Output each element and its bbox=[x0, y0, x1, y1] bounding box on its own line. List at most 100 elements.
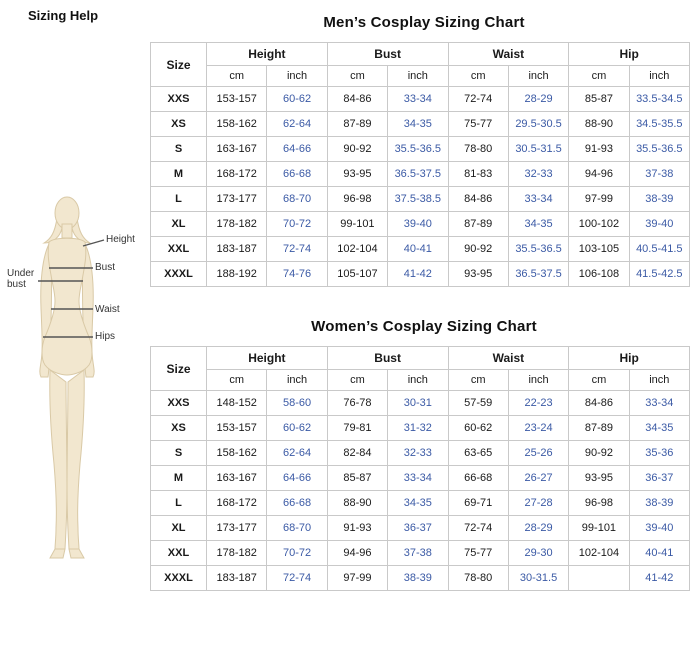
cm-value-cell: 87-89 bbox=[447, 211, 509, 237]
inch-value-cell: 25-26 bbox=[507, 440, 570, 466]
inch-value-cell: 66-68 bbox=[266, 161, 328, 187]
inch-value-cell: 40-41 bbox=[387, 236, 449, 262]
inch-value-cell: 28-29 bbox=[507, 86, 570, 112]
size-cell: XL bbox=[150, 515, 207, 541]
col-subheader-cm: cm bbox=[326, 369, 389, 391]
inch-value-cell: 28-29 bbox=[507, 515, 570, 541]
inch-value-cell: 29.5-30.5 bbox=[507, 111, 570, 137]
inch-value-cell: 34-35 bbox=[387, 111, 449, 137]
size-cell: XXL bbox=[150, 236, 207, 262]
inch-value-cell: 38-39 bbox=[628, 186, 691, 212]
under-bust-label: Under bust bbox=[7, 268, 35, 290]
inch-value-cell: 35-36 bbox=[628, 440, 691, 466]
size-cell: XXL bbox=[150, 540, 207, 566]
height-line bbox=[82, 239, 105, 247]
cm-value-cell: 178-182 bbox=[205, 211, 268, 237]
cm-value-cell: 188-192 bbox=[205, 261, 268, 287]
cm-value-cell: 99-101 bbox=[568, 515, 630, 541]
col-group-height: Height bbox=[206, 42, 328, 66]
size-cell: L bbox=[150, 490, 207, 516]
col-group-hip: Hip bbox=[568, 42, 690, 66]
cm-value-cell: 94-96 bbox=[568, 161, 630, 187]
cm-value-cell: 85-87 bbox=[568, 86, 630, 112]
neck-shape bbox=[61, 223, 73, 239]
inch-value-cell: 64-66 bbox=[266, 465, 328, 491]
cm-value-cell: 105-107 bbox=[326, 261, 389, 287]
inch-value-cell: 58-60 bbox=[266, 390, 328, 416]
cm-value-cell bbox=[568, 565, 630, 591]
size-cell: S bbox=[150, 440, 207, 466]
cm-value-cell: 78-80 bbox=[447, 136, 509, 162]
size-cell: XXXL bbox=[150, 261, 207, 287]
inch-value-cell: 37-38 bbox=[387, 540, 449, 566]
col-subheader-cm: cm bbox=[205, 369, 268, 391]
cm-value-cell: 84-86 bbox=[568, 390, 630, 416]
col-group-bust: Bust bbox=[326, 346, 449, 370]
cm-value-cell: 78-80 bbox=[447, 565, 509, 591]
inch-value-cell: 30-31 bbox=[387, 390, 449, 416]
col-subheader-cm: cm bbox=[447, 65, 509, 87]
cm-value-cell: 93-95 bbox=[326, 161, 389, 187]
hair-shape bbox=[71, 216, 92, 244]
cm-value-cell: 100-102 bbox=[568, 211, 630, 237]
hair-shape bbox=[42, 216, 63, 244]
inch-value-cell: 72-74 bbox=[266, 236, 328, 262]
inch-value-cell: 39-40 bbox=[628, 211, 691, 237]
col-subheader-inch: inch bbox=[507, 369, 570, 391]
inch-value-cell: 30.5-31.5 bbox=[507, 136, 570, 162]
cm-value-cell: 84-86 bbox=[447, 186, 509, 212]
cm-value-cell: 66-68 bbox=[447, 465, 509, 491]
cm-value-cell: 88-90 bbox=[326, 490, 389, 516]
cm-value-cell: 96-98 bbox=[326, 186, 389, 212]
col-subheader-cm: cm bbox=[447, 369, 509, 391]
cm-value-cell: 178-182 bbox=[205, 540, 268, 566]
inch-value-cell: 62-64 bbox=[266, 111, 328, 137]
inch-value-cell: 34-35 bbox=[628, 415, 691, 441]
table-row: XXXL 183-187 72-74 97-99 38-39 78-80 30-31.5 41… bbox=[150, 565, 691, 591]
col-subheader-cm: cm bbox=[326, 65, 389, 87]
cm-value-cell: 84-86 bbox=[326, 86, 389, 112]
inch-value-cell: 31-32 bbox=[387, 415, 449, 441]
cm-value-cell: 93-95 bbox=[568, 465, 630, 491]
table-row: XXXL 188-192 74-76 105-107 41-42 93-95 36.5-37… bbox=[150, 261, 691, 287]
inch-value-cell: 38-39 bbox=[387, 565, 449, 591]
cm-value-cell: 96-98 bbox=[568, 490, 630, 516]
table-row: XXS 153-157 60-62 84-86 33-34 72-74 28-29 85-87… bbox=[150, 86, 691, 112]
cm-value-cell: 72-74 bbox=[447, 86, 509, 112]
cm-value-cell: 85-87 bbox=[326, 465, 389, 491]
inch-value-cell: 38-39 bbox=[628, 490, 691, 516]
inch-value-cell: 32-33 bbox=[387, 440, 449, 466]
cm-value-cell: 163-167 bbox=[205, 136, 268, 162]
leg-shape bbox=[66, 369, 85, 550]
cm-value-cell: 90-92 bbox=[326, 136, 389, 162]
inch-value-cell: 40-41 bbox=[628, 540, 691, 566]
col-subheader-cm: cm bbox=[568, 65, 630, 87]
inch-value-cell: 68-70 bbox=[266, 515, 328, 541]
inch-value-cell: 64-66 bbox=[266, 136, 328, 162]
mens-sizing-table: Size Height Bust Waist Hip cm inch cm inch cm inch… bbox=[150, 42, 691, 287]
body-measurement-figure: Height Bust Under bust Waist Hips bbox=[5, 192, 147, 582]
inch-value-cell: 41-42 bbox=[628, 565, 691, 591]
page-title: Sizing Help bbox=[28, 8, 99, 23]
size-cell: XXS bbox=[150, 86, 207, 112]
cm-value-cell: 57-59 bbox=[447, 390, 509, 416]
size-cell: XXS bbox=[150, 390, 207, 416]
cm-value-cell: 99-101 bbox=[326, 211, 389, 237]
cm-value-cell: 90-92 bbox=[447, 236, 509, 262]
inch-value-cell: 34-35 bbox=[507, 211, 570, 237]
inch-value-cell: 32-33 bbox=[507, 161, 570, 187]
cm-value-cell: 60-62 bbox=[447, 415, 509, 441]
inch-value-cell: 41-42 bbox=[387, 261, 449, 287]
cm-value-cell: 153-157 bbox=[205, 86, 268, 112]
table-row: XXL 178-182 70-72 94-96 37-38 75-77 29-30 102-1… bbox=[150, 540, 691, 566]
size-cell: M bbox=[150, 161, 207, 187]
cm-value-cell: 90-92 bbox=[568, 440, 630, 466]
womens-chart-title: Women’s Cosplay Sizing Chart bbox=[311, 318, 537, 335]
cm-value-cell: 91-93 bbox=[568, 136, 630, 162]
cm-value-cell: 91-93 bbox=[326, 515, 389, 541]
inch-value-cell: 33-34 bbox=[387, 86, 449, 112]
cm-value-cell: 163-167 bbox=[205, 465, 268, 491]
cm-value-cell: 87-89 bbox=[326, 111, 389, 137]
col-group-hip: Hip bbox=[568, 346, 690, 370]
